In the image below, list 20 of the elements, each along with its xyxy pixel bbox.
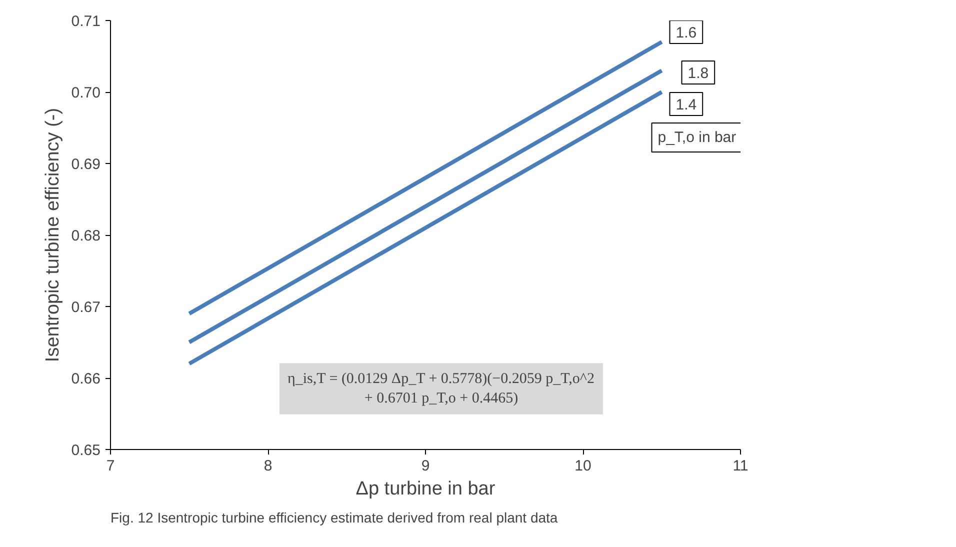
x-axis-title: Δp turbine in bar	[356, 478, 496, 500]
y-tick-label: 0.71	[71, 13, 101, 30]
x-tick-label: 11	[732, 458, 748, 474]
y-tick-label: 0.70	[71, 84, 101, 102]
y-tick-label: 0.67	[71, 299, 101, 316]
legend-title: p_T,o in bar	[658, 129, 736, 146]
y-tick-label: 0.68	[71, 228, 101, 244]
series-label: 1.6	[676, 24, 697, 42]
x-tick-label: 8	[264, 458, 272, 474]
y-tick-label: 0.65	[71, 442, 101, 459]
annotation: η_is,T = (0.0129 Δp_T + 0.5778)(−0.2059 p_T,o^2 + 0.6701 p_T,o + 0.4465)	[287, 371, 594, 406]
y-tick-label: 0.69	[71, 156, 101, 173]
y-axis-title: Isentropic turbine efficiency (-)	[42, 108, 64, 362]
x-tick-label: 9	[421, 458, 430, 474]
x-tick-label: 10	[574, 458, 592, 474]
series-label: 1.8	[688, 65, 709, 82]
y-tick-label: 0.66	[71, 370, 101, 388]
x-tick-label: 7	[106, 458, 115, 474]
series-label: 1.4	[676, 96, 697, 114]
caption: Fig. 12 Isentropic turbine efficiency estimate derived from real plant data	[110, 510, 558, 526]
